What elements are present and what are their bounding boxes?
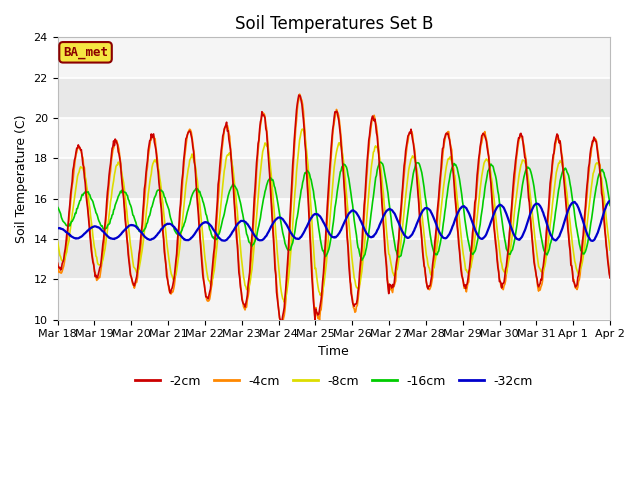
Bar [58, 37, 610, 78]
Bar [58, 199, 610, 239]
Legend: -2cm, -4cm, -8cm, -16cm, -32cm: -2cm, -4cm, -8cm, -16cm, -32cm [130, 370, 538, 393]
Bar [58, 279, 610, 320]
Bar [58, 118, 610, 158]
Y-axis label: Soil Temperature (C): Soil Temperature (C) [15, 114, 28, 243]
Title: Soil Temperatures Set B: Soil Temperatures Set B [235, 15, 433, 33]
X-axis label: Time: Time [319, 345, 349, 358]
Text: BA_met: BA_met [63, 46, 108, 59]
